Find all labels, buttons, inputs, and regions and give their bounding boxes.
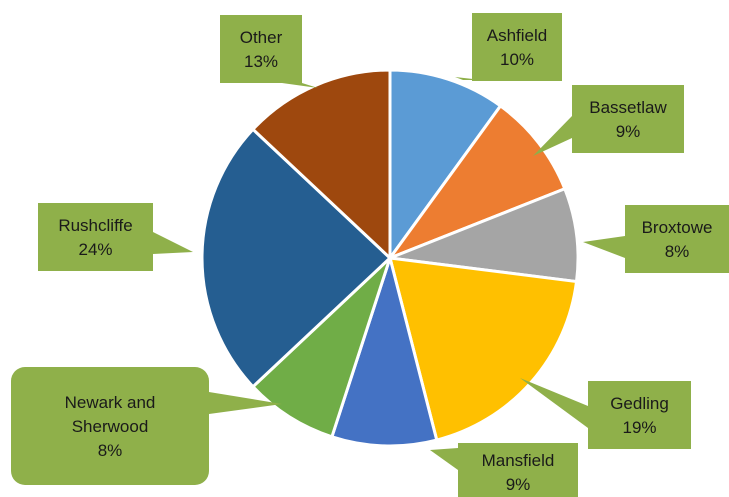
pie-slice-other	[251, 68, 392, 260]
data-labels: Ashfield 10% Bassetlaw 9% Broxtowe 8% Gedling 1…	[11, 13, 729, 497]
category-label: Newark and	[65, 393, 156, 412]
callout-box	[625, 205, 729, 273]
percent-label: 10%	[500, 50, 534, 69]
callout-pointer	[533, 116, 572, 156]
callout-pointer	[282, 83, 318, 88]
data-label-gedling: Gedling 19%	[520, 378, 691, 449]
percent-label: 8%	[98, 441, 123, 460]
data-label-bassetlaw: Bassetlaw 9%	[533, 85, 684, 156]
data-label-newark-and-sherwood: Newark and Sherwood 8%	[11, 367, 282, 485]
percent-label: 9%	[616, 122, 641, 141]
data-label-rushcliffe: Rushcliffe 24%	[38, 203, 193, 271]
pie-slice-bassetlaw	[388, 104, 567, 260]
callout-box	[458, 443, 578, 497]
percent-label: 24%	[78, 240, 112, 259]
pie-slice-broxtowe	[388, 187, 580, 284]
data-label-other: Other 13%	[220, 15, 318, 88]
callout-box	[220, 15, 302, 83]
callout-box	[38, 203, 153, 271]
callout-pointer	[520, 378, 588, 428]
data-label-broxtowe: Broxtowe 8%	[583, 205, 729, 273]
category-label: Gedling	[610, 394, 669, 413]
pie-slice-gedling	[388, 256, 579, 442]
percent-label: 19%	[622, 418, 656, 437]
percent-label: 9%	[506, 475, 531, 494]
callout-box	[11, 367, 209, 485]
category-label: Ashfield	[487, 26, 547, 45]
pie-slice-mansfield	[330, 256, 439, 448]
category-label: Bassetlaw	[589, 98, 667, 117]
callout-box	[588, 381, 691, 449]
callout-box	[472, 13, 562, 81]
category-label: Broxtowe	[642, 218, 713, 237]
percent-label: 13%	[244, 52, 278, 71]
percent-label: 8%	[665, 242, 690, 261]
pie-slice-newark-and-sherwood	[251, 256, 392, 439]
callout-pointer	[430, 448, 458, 470]
pie-slice-rushcliffe	[200, 127, 392, 389]
category-label: Rushcliffe	[58, 216, 132, 235]
pie-slice-ashfield	[388, 68, 502, 260]
callout-pointer	[153, 232, 193, 254]
callout-box	[572, 85, 684, 153]
callout-pointer	[583, 236, 625, 258]
category-label: Sherwood	[72, 417, 149, 436]
category-label: Mansfield	[482, 451, 555, 470]
data-label-ashfield: Ashfield 10%	[455, 13, 562, 81]
pie-slices	[200, 68, 580, 448]
callout-pointer	[209, 392, 282, 414]
category-label: Other	[240, 28, 283, 47]
data-label-mansfield: Mansfield 9%	[430, 443, 578, 497]
